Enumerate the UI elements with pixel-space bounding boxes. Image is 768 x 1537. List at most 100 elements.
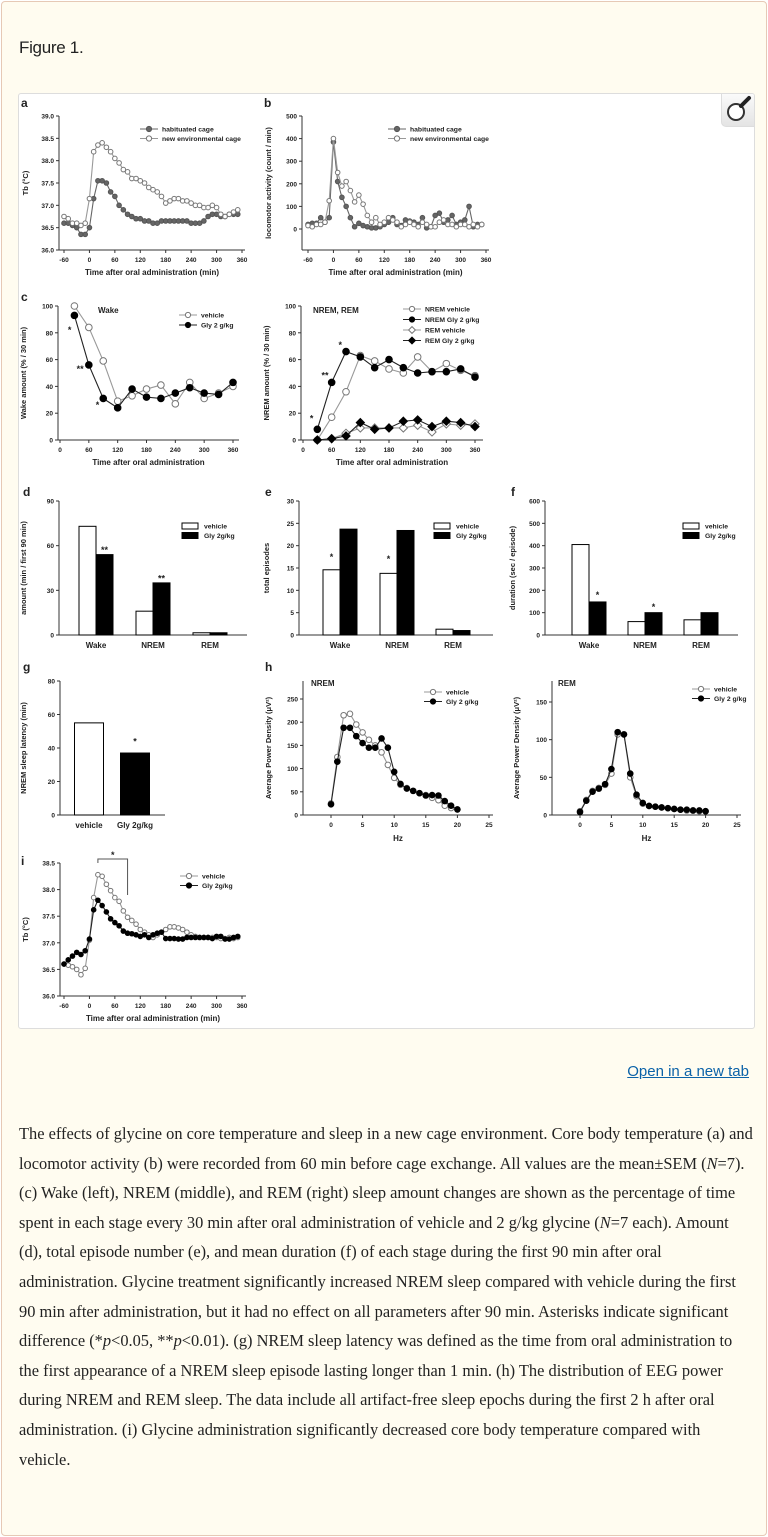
y-axis-label: Average Power Density (μV²) <box>264 696 273 799</box>
x-tick-label: 180 <box>404 257 415 264</box>
y-tick-label: 30 <box>287 499 295 506</box>
data-point <box>389 217 396 223</box>
data-point <box>145 135 153 142</box>
data-point <box>390 768 398 776</box>
data-point <box>346 724 354 732</box>
data-point <box>432 212 438 219</box>
data-point <box>327 413 336 422</box>
y-tick-label: 250 <box>287 697 298 704</box>
data-point <box>218 933 224 940</box>
series-1 <box>305 135 485 230</box>
data-point <box>162 200 169 206</box>
data-point <box>124 914 131 921</box>
data-point <box>73 949 80 956</box>
data-point <box>334 169 341 176</box>
data-point <box>447 802 455 810</box>
y-tick-label: 500 <box>286 114 297 121</box>
legend-item: habituated cage <box>388 125 462 134</box>
data-point <box>103 881 110 888</box>
figure-image[interactable]: 36.0 36.5 37.0 37.5 38.0 38.5 39.0 -60 0 60 120 180… <box>18 93 755 1029</box>
data-point <box>142 385 151 393</box>
data-point <box>356 353 365 361</box>
data-point <box>120 207 127 213</box>
y-tick-label: 100 <box>285 304 296 311</box>
y-axis-label: Average Power Density (μV²) <box>512 696 521 799</box>
y-axis-label: NREM amount (% / 30 min) <box>262 325 271 421</box>
data-point <box>317 214 324 221</box>
data-point <box>393 125 401 133</box>
y-tick-label: 200 <box>529 588 540 595</box>
y-tick-label: 200 <box>286 181 297 188</box>
legend-label: new environmental cage <box>410 136 489 143</box>
y-tick-label: 60 <box>48 712 56 719</box>
x-tick-label: 240 <box>170 447 181 454</box>
data-point <box>116 898 122 905</box>
bar <box>683 619 702 636</box>
data-point <box>184 321 192 329</box>
magnifying-glass-icon[interactable] <box>721 94 754 127</box>
y-axis-label: total episodes <box>262 543 271 593</box>
y-tick-label: 100 <box>287 766 298 773</box>
y-tick-label: 37.5 <box>42 914 55 921</box>
panel-label: e <box>265 485 272 499</box>
legend-item: Gly 2 g/kg <box>179 321 233 330</box>
y-tick-label: 200 <box>287 720 298 727</box>
y-axis-label: Tb (°C) <box>21 917 30 942</box>
series-1 <box>70 311 237 412</box>
legend-item: REM vehicle <box>403 325 465 335</box>
data-point <box>407 325 417 335</box>
data-point <box>360 201 366 207</box>
x-tick-label: 0 <box>58 447 62 454</box>
data-point <box>702 807 709 815</box>
data-point <box>355 423 366 433</box>
open-in-new-tab-link[interactable]: Open in a new tab <box>627 1063 749 1080</box>
x-tick-label: 360 <box>237 257 248 264</box>
x-tick-label: 15 <box>422 822 430 829</box>
data-point <box>184 311 192 319</box>
data-point <box>470 421 480 432</box>
data-point <box>449 212 455 219</box>
data-point <box>128 391 136 400</box>
significance-marker: ** <box>321 371 329 381</box>
data-point <box>142 393 151 401</box>
series-1 <box>313 347 479 434</box>
x-tick-label: 360 <box>237 1003 248 1010</box>
y-tick-label: 36.5 <box>41 225 54 232</box>
data-point <box>90 148 97 155</box>
bar <box>135 610 154 636</box>
data-point <box>158 193 165 200</box>
data-point <box>626 770 634 777</box>
x-axis-label: Hz <box>642 834 652 843</box>
data-point <box>158 929 165 935</box>
data-point <box>378 749 385 756</box>
bar <box>152 582 171 636</box>
y-tick-label: 100 <box>529 610 540 617</box>
bar <box>571 544 590 636</box>
data-point <box>408 316 416 323</box>
data-point <box>428 367 436 376</box>
x-tick-label: 180 <box>141 447 152 454</box>
y-tick-label: 5 <box>290 610 294 617</box>
y-tick-label: 40 <box>48 746 56 753</box>
panel-title: NREM, REM <box>313 306 359 315</box>
panel-cn: 0 20 40 60 80 100 0 60 120 180 240 300 360 Time after… <box>262 304 483 467</box>
data-point <box>339 183 345 189</box>
legend-swatch <box>181 522 199 530</box>
data-point <box>95 897 101 904</box>
data-point <box>313 425 322 434</box>
data-point <box>478 221 485 228</box>
x-tick-label: 360 <box>470 447 481 454</box>
category-label: Wake <box>579 641 600 650</box>
x-axis-label: Time after oral administration <box>92 458 204 467</box>
series-line <box>73 305 234 405</box>
data-point <box>326 197 332 204</box>
data-point <box>120 908 127 914</box>
data-point <box>352 732 360 740</box>
data-point <box>470 221 477 228</box>
legend-label: Gly 2g/kg <box>456 533 487 540</box>
data-point <box>384 423 394 433</box>
data-point <box>154 189 161 195</box>
caption-italic: p <box>102 1331 112 1351</box>
x-tick-label: 60 <box>355 257 363 264</box>
